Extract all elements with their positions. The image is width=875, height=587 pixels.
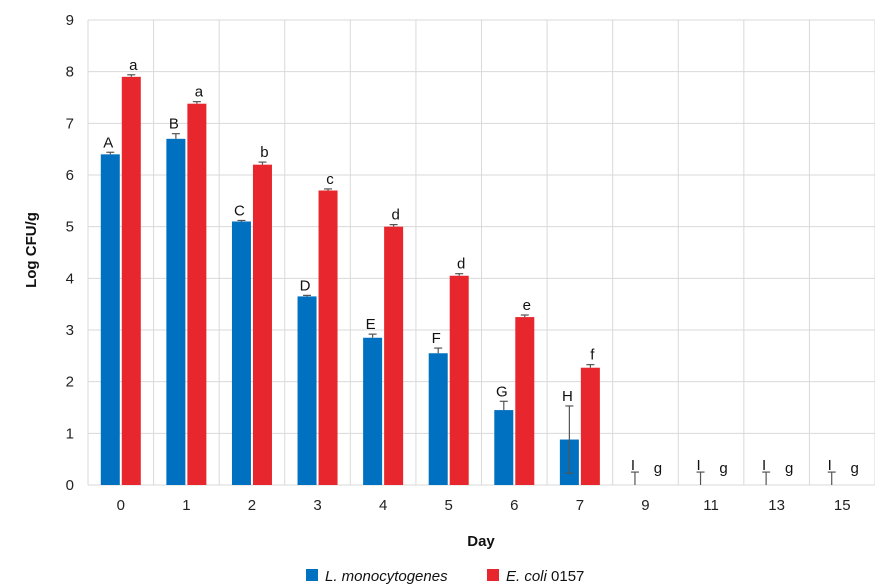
y-tick-label: 2 xyxy=(66,374,74,391)
gridlines xyxy=(87,19,875,486)
significance-label: e xyxy=(523,297,531,314)
significance-labels: A B C D E F G H I I I Ia a b c d d e f g g g g xyxy=(103,57,859,477)
significance-label: c xyxy=(326,171,334,188)
legend-label-series-1-italic: L. monocytogenes xyxy=(325,568,448,585)
y-tick-label: 0 xyxy=(66,477,74,494)
x-tick-label: 13 xyxy=(768,497,785,514)
x-tick-label: 3 xyxy=(313,497,321,514)
significance-label: g xyxy=(851,460,859,477)
significance-label: a xyxy=(129,57,138,74)
x-tick-label: 0 xyxy=(117,497,125,514)
y-tick-label: 9 xyxy=(66,12,74,29)
x-axis-title: Day xyxy=(467,533,495,550)
significance-label: g xyxy=(785,460,793,477)
x-tick-label: 7 xyxy=(576,497,584,514)
significance-label: A xyxy=(103,134,113,151)
bar-series-2-day-4 xyxy=(384,226,404,485)
x-tick-label: 11 xyxy=(703,497,719,514)
y-axis-title: Log CFU/g xyxy=(23,212,40,288)
bar-series-2-day-0 xyxy=(121,76,141,485)
bar-series-2-day-2 xyxy=(252,164,272,485)
bar-series-1-day-5 xyxy=(428,353,448,485)
x-tick-label: 2 xyxy=(248,497,256,514)
x-tick-label: 6 xyxy=(510,497,518,514)
bar-series-2-day-7 xyxy=(580,367,600,485)
significance-label: C xyxy=(234,202,245,219)
y-tick-label: 8 xyxy=(66,64,74,81)
bar-series-1-day-0 xyxy=(100,154,120,486)
significance-label: g xyxy=(719,460,727,477)
legend-swatch-series-1 xyxy=(306,569,318,581)
bar-series-2-day-6 xyxy=(515,317,535,485)
bar-series-2-day-3 xyxy=(318,190,338,485)
legend-label-series-2-italic: E. coli xyxy=(506,568,548,585)
bar-series-2-day-1 xyxy=(187,103,207,485)
y-tick-label: 6 xyxy=(66,167,74,184)
significance-label: f xyxy=(590,347,595,364)
x-tick-label: 9 xyxy=(641,497,649,514)
significance-label: d xyxy=(457,256,465,273)
bars xyxy=(100,76,600,486)
legend-label-series-2-plain: 0157 xyxy=(547,568,585,585)
x-tick-label: 15 xyxy=(834,497,851,514)
bar-series-1-day-4 xyxy=(363,337,383,485)
significance-label: H xyxy=(562,388,573,405)
legend-label-series-2: E. coli 0157 xyxy=(506,568,584,585)
legend-swatch-series-2 xyxy=(487,569,499,581)
significance-label: I xyxy=(828,457,832,474)
x-tick-label: 5 xyxy=(445,497,453,514)
x-tick-label: 1 xyxy=(182,497,190,514)
bar-series-1-day-2 xyxy=(231,221,251,485)
bar-series-2-day-5 xyxy=(449,275,469,485)
significance-label: a xyxy=(195,84,204,101)
significance-label: E xyxy=(366,316,376,333)
y-tick-label: 5 xyxy=(66,219,74,236)
significance-label: G xyxy=(496,383,508,400)
y-tick-label: 1 xyxy=(66,425,74,442)
y-tick-label: 4 xyxy=(66,270,74,287)
significance-label: D xyxy=(300,277,311,294)
significance-label: d xyxy=(391,207,399,224)
significance-label: I xyxy=(762,457,766,474)
legend: L. monocytogenes E. coli 0157 xyxy=(306,568,584,585)
bar-series-1-day-3 xyxy=(297,296,317,485)
error-bars xyxy=(106,74,836,485)
y-tick-label: 7 xyxy=(66,115,74,132)
significance-label: b xyxy=(260,144,268,161)
tick-labels: 0 1 2 3 4 5 6 7 8 9 0 1 2 3 4 5 6 7 9 11 13 15 xyxy=(66,12,851,514)
significance-label: F xyxy=(432,330,441,347)
significance-label: I xyxy=(696,457,700,474)
x-tick-label: 4 xyxy=(379,497,387,514)
significance-label: B xyxy=(169,116,179,133)
y-tick-label: 3 xyxy=(66,322,74,339)
legend-label-series-1: L. monocytogenes xyxy=(325,568,448,585)
bar-series-1-day-1 xyxy=(166,138,186,486)
significance-label: I xyxy=(631,457,635,474)
bar-series-1-day-6 xyxy=(494,410,514,485)
significance-label: g xyxy=(654,460,662,477)
